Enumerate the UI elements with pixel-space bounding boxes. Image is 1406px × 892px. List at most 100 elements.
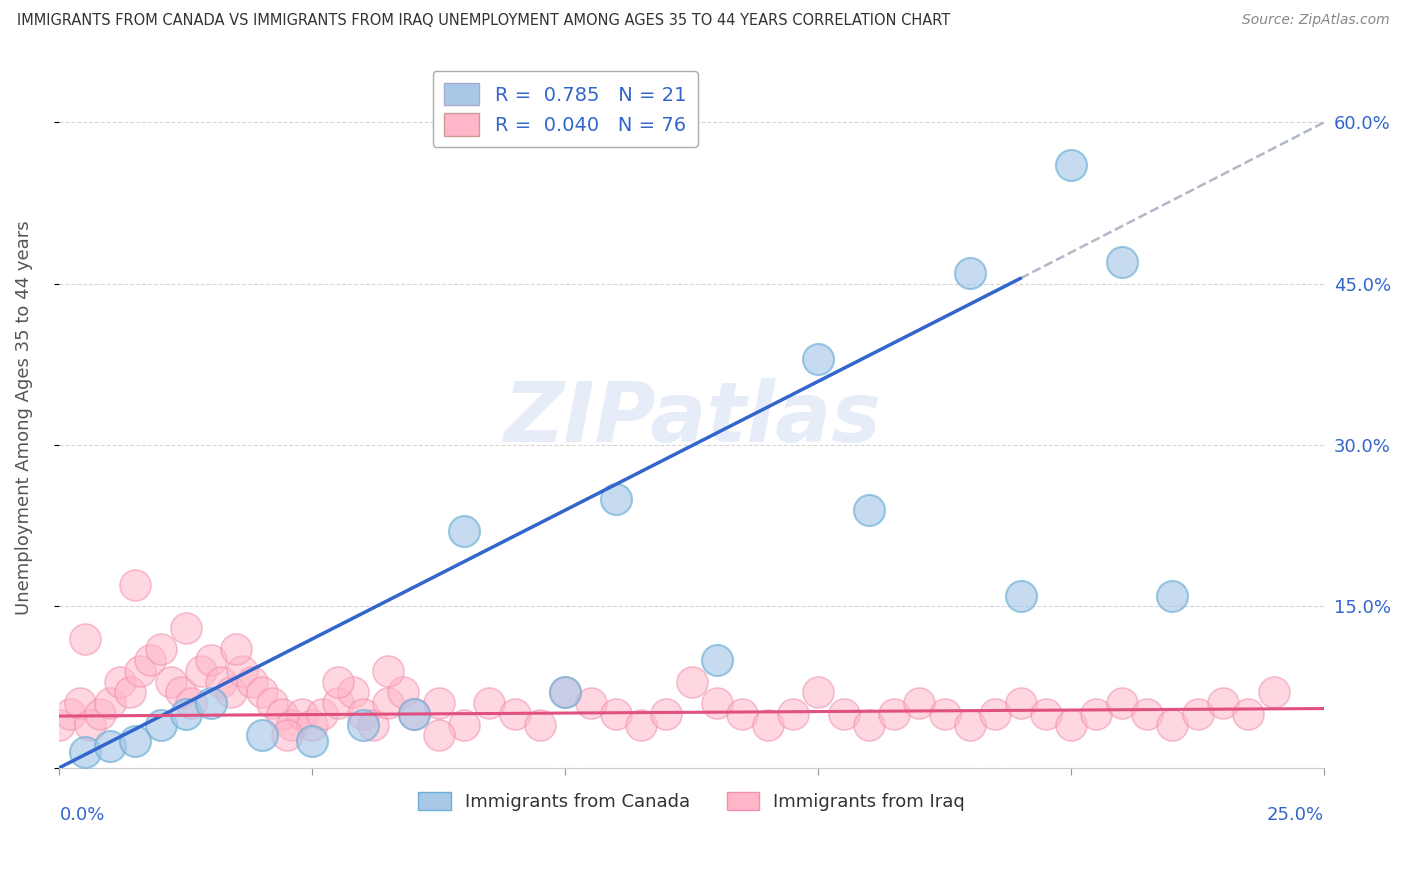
Point <box>149 717 172 731</box>
Point <box>1161 717 1184 731</box>
Point <box>250 685 273 699</box>
Point <box>377 696 399 710</box>
Point <box>453 524 475 538</box>
Point <box>352 717 374 731</box>
Point <box>377 664 399 678</box>
Point <box>706 696 728 710</box>
Point <box>301 717 323 731</box>
Point <box>174 706 197 721</box>
Point <box>69 696 91 710</box>
Point <box>225 642 247 657</box>
Point <box>478 696 501 710</box>
Text: ZIPatlas: ZIPatlas <box>503 377 880 458</box>
Point <box>221 685 243 699</box>
Point <box>190 664 212 678</box>
Point <box>89 706 111 721</box>
Point <box>301 734 323 748</box>
Point <box>326 696 349 710</box>
Point <box>984 706 1007 721</box>
Point <box>529 717 551 731</box>
Point <box>311 706 333 721</box>
Point <box>361 717 384 731</box>
Point <box>402 706 425 721</box>
Point <box>98 696 121 710</box>
Point <box>503 706 526 721</box>
Point <box>139 653 162 667</box>
Point <box>124 578 146 592</box>
Point <box>200 696 222 710</box>
Point <box>1136 706 1159 721</box>
Point <box>149 642 172 657</box>
Point <box>883 706 905 721</box>
Point <box>1010 696 1032 710</box>
Y-axis label: Unemployment Among Ages 35 to 44 years: Unemployment Among Ages 35 to 44 years <box>15 221 32 615</box>
Point <box>1187 706 1209 721</box>
Point <box>98 739 121 754</box>
Point <box>554 685 576 699</box>
Point <box>170 685 193 699</box>
Point <box>681 674 703 689</box>
Point <box>1060 717 1083 731</box>
Point <box>554 685 576 699</box>
Point <box>858 717 880 731</box>
Point <box>756 717 779 731</box>
Legend: Immigrants from Canada, Immigrants from Iraq: Immigrants from Canada, Immigrants from … <box>411 784 973 818</box>
Point <box>402 706 425 721</box>
Text: 25.0%: 25.0% <box>1267 806 1324 824</box>
Point <box>427 696 450 710</box>
Point <box>1237 706 1260 721</box>
Point <box>120 685 142 699</box>
Point <box>58 706 80 721</box>
Point <box>706 653 728 667</box>
Point <box>392 685 415 699</box>
Point <box>73 745 96 759</box>
Point <box>1263 685 1285 699</box>
Point <box>908 696 931 710</box>
Point <box>73 632 96 646</box>
Text: 0.0%: 0.0% <box>59 806 105 824</box>
Point <box>1212 696 1234 710</box>
Point <box>655 706 678 721</box>
Point <box>858 502 880 516</box>
Point <box>281 717 304 731</box>
Point <box>342 685 364 699</box>
Point <box>124 734 146 748</box>
Point <box>959 266 981 280</box>
Point <box>1035 706 1057 721</box>
Point <box>1010 589 1032 603</box>
Point <box>180 696 202 710</box>
Point <box>48 717 70 731</box>
Point <box>352 706 374 721</box>
Point <box>129 664 152 678</box>
Point <box>605 491 627 506</box>
Point <box>782 706 804 721</box>
Point <box>579 696 602 710</box>
Point <box>934 706 956 721</box>
Point <box>1111 255 1133 269</box>
Point <box>807 351 830 366</box>
Point <box>1161 589 1184 603</box>
Point <box>174 621 197 635</box>
Point <box>605 706 627 721</box>
Point <box>240 674 263 689</box>
Point <box>1060 158 1083 172</box>
Point <box>231 664 253 678</box>
Text: Source: ZipAtlas.com: Source: ZipAtlas.com <box>1241 13 1389 28</box>
Point <box>200 653 222 667</box>
Point <box>807 685 830 699</box>
Point <box>630 717 652 731</box>
Point <box>79 717 101 731</box>
Point <box>159 674 181 689</box>
Point <box>271 706 294 721</box>
Point <box>731 706 754 721</box>
Point <box>1111 696 1133 710</box>
Point <box>291 706 314 721</box>
Point <box>326 674 349 689</box>
Point <box>1085 706 1108 721</box>
Point <box>832 706 855 721</box>
Point <box>209 674 232 689</box>
Point <box>276 728 298 742</box>
Point <box>260 696 283 710</box>
Point <box>959 717 981 731</box>
Point <box>108 674 131 689</box>
